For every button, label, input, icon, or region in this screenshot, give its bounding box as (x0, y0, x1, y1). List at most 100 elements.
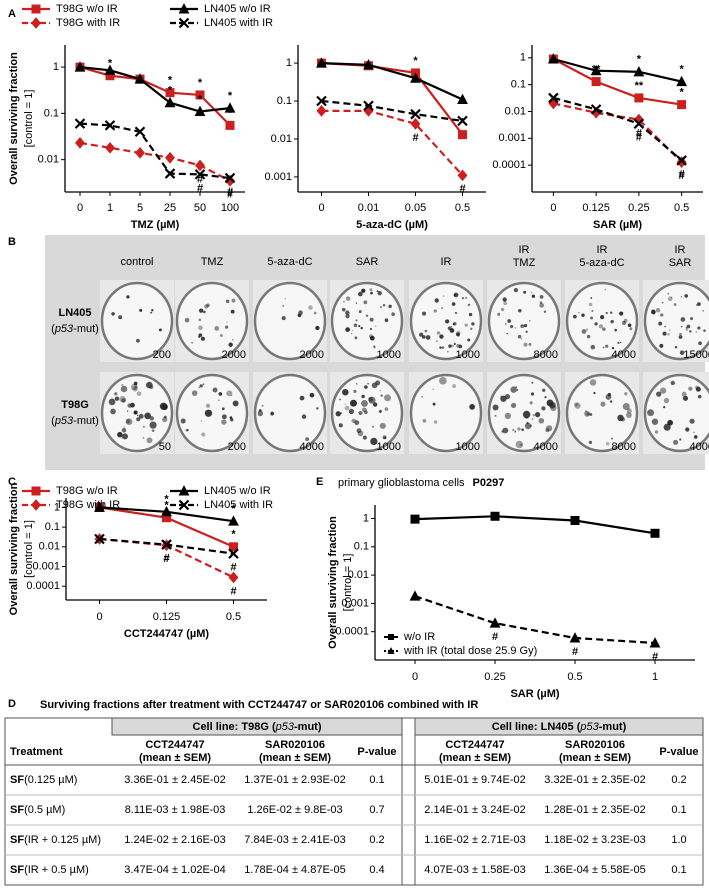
colony (542, 388, 546, 392)
colony (421, 335, 426, 339)
colony (261, 404, 264, 407)
series-line (414, 595, 656, 645)
marker (363, 100, 374, 112)
colony (126, 295, 130, 299)
colony (232, 339, 234, 341)
marker (74, 61, 86, 72)
colony (345, 314, 350, 319)
marker (135, 147, 145, 159)
colony (433, 420, 438, 424)
colony (670, 380, 675, 386)
cell-number: 4000 (300, 441, 324, 453)
marker (634, 93, 644, 103)
y-tick-label: 0.0001 (335, 626, 369, 638)
y-tick-label: 0.001 (32, 560, 60, 572)
colony (600, 401, 606, 407)
colony (494, 414, 497, 417)
colony (680, 296, 683, 298)
table-cell: 1.26E-02 ± 9.8E-03 (247, 804, 342, 816)
colony (600, 315, 605, 320)
row-label: SF(IR + 0.125 µM) (10, 834, 101, 846)
significance-label: * (228, 90, 233, 102)
colony (308, 305, 313, 310)
colony (655, 308, 661, 313)
significance-label: # (197, 173, 203, 185)
colony (702, 309, 704, 312)
colony (226, 390, 233, 397)
colony (342, 388, 349, 396)
colony (132, 386, 138, 392)
marker (178, 17, 190, 29)
colony (501, 430, 504, 433)
colony (231, 298, 236, 303)
colony (204, 409, 213, 417)
table-cell: 1.28E-01 ± 2.35E-02 (544, 804, 645, 816)
colony (355, 319, 358, 322)
y-axis-label: Overall surviving fraction (8, 52, 20, 185)
colony (590, 297, 593, 299)
colony (230, 418, 234, 422)
colony (681, 391, 687, 397)
marker-stroke (224, 172, 236, 184)
x-tick-label: 0.5 (567, 671, 582, 683)
significance-label: * (198, 93, 203, 105)
x-tick-label: 0.5 (455, 202, 470, 214)
colony (120, 385, 128, 393)
row-label-part: (0.125 µM) (24, 774, 77, 786)
colony (200, 420, 203, 422)
colony (464, 323, 468, 327)
colony (678, 335, 683, 339)
colony (523, 342, 528, 347)
marker (316, 105, 327, 117)
colony (353, 389, 357, 393)
colony (689, 330, 692, 333)
colony (622, 403, 630, 411)
series-line (553, 102, 683, 163)
significance-label: * (679, 63, 684, 75)
y-tick-label: 0.1 (44, 107, 59, 119)
colony (669, 329, 671, 331)
colony (679, 350, 685, 355)
colony (671, 296, 673, 298)
x-tick-label: 0.5 (226, 611, 241, 623)
colony (654, 430, 659, 434)
colony (348, 408, 355, 415)
colony (546, 425, 553, 432)
colony (297, 313, 302, 318)
table-cell: 3.36E-01 ± 2.45E-02 (124, 774, 225, 786)
colony (651, 309, 656, 315)
panel-label: A (8, 8, 16, 20)
significance-label: * (108, 58, 113, 70)
group-header-part: p53 (275, 721, 295, 733)
colony (647, 409, 655, 417)
cell-number: 4000 (690, 441, 709, 453)
colony (590, 316, 594, 320)
colony (230, 309, 235, 314)
marker (178, 485, 190, 496)
colony (121, 383, 124, 387)
colony (660, 313, 664, 317)
x-tick-label: 0.125 (153, 611, 181, 623)
legend-label: LN405 w/o IR (204, 485, 271, 497)
column-header: IR (675, 244, 686, 256)
marker (105, 141, 115, 154)
colony (684, 294, 689, 298)
colony (198, 386, 200, 388)
colony (514, 430, 517, 433)
table-cell: 5.01E-01 ± 9.74E-02 (424, 774, 525, 786)
colony (162, 416, 168, 423)
column-header: CCT244747 (145, 739, 204, 751)
cell-number: 4000 (534, 441, 558, 453)
colony (621, 320, 627, 326)
colony (359, 412, 361, 414)
y-tick-label: 0.1 (511, 79, 526, 91)
colony (369, 327, 373, 331)
row-label-part: SF (10, 834, 24, 846)
colony (439, 376, 447, 385)
colony (369, 288, 373, 292)
colony (441, 307, 443, 309)
marker (105, 71, 115, 81)
row-label-part: (0.5 µM) (24, 804, 65, 816)
colony (610, 319, 614, 324)
y-tick-label: 0.001 (498, 132, 526, 144)
